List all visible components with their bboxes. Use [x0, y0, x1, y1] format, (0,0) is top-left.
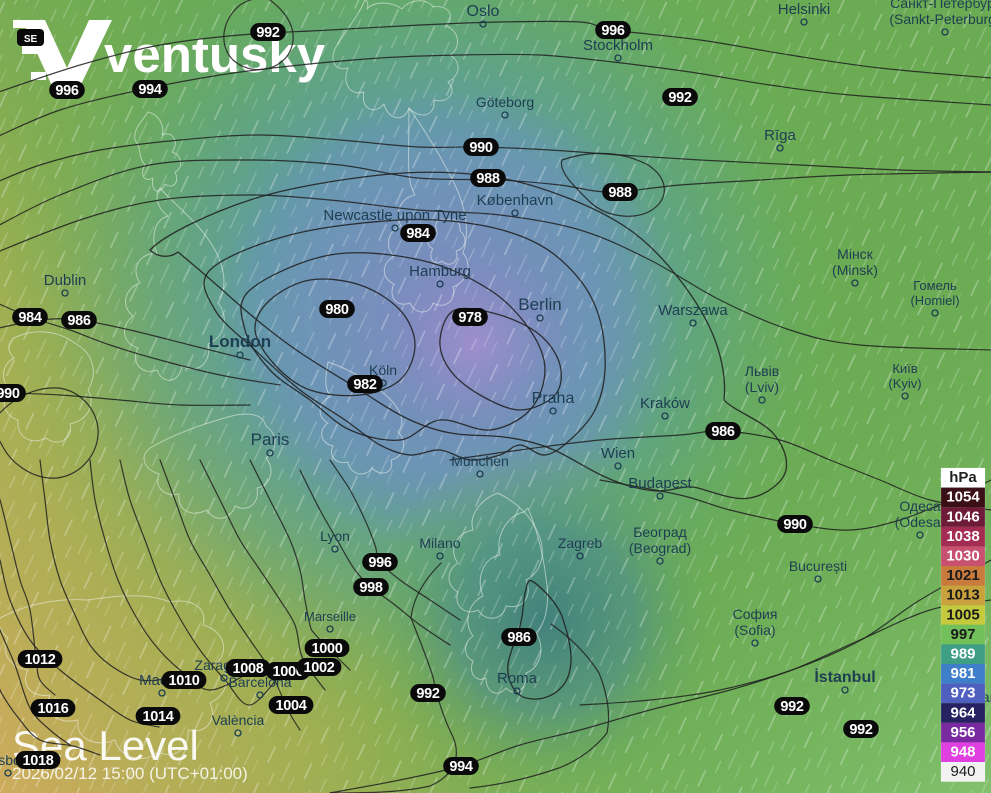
svg-text:940: 940 [950, 763, 975, 780]
svg-text:1013: 1013 [946, 587, 979, 604]
svg-text:SE: SE [24, 34, 38, 45]
svg-text:Berlin: Berlin [518, 295, 561, 314]
svg-text:1018: 1018 [22, 753, 53, 769]
svg-text:İstanbul: İstanbul [814, 668, 875, 686]
svg-text:Wien: Wien [601, 445, 635, 462]
svg-text:996: 996 [368, 555, 392, 571]
svg-text:990: 990 [783, 517, 807, 533]
svg-text:Львів: Львів [745, 363, 779, 379]
svg-text:1014: 1014 [142, 709, 173, 725]
svg-text:990: 990 [0, 386, 20, 402]
svg-text:997: 997 [950, 626, 975, 643]
svg-text:973: 973 [950, 685, 975, 702]
svg-text:Санкт-Петербург: Санкт-Петербург [890, 0, 991, 11]
svg-text:986: 986 [67, 313, 91, 329]
svg-text:London: London [209, 332, 271, 351]
svg-text:964: 964 [950, 704, 976, 721]
svg-text:992: 992 [256, 25, 280, 41]
svg-text:1016: 1016 [37, 701, 68, 717]
svg-text:990: 990 [469, 140, 493, 156]
svg-text:998: 998 [359, 580, 383, 596]
svg-text:(Minsk): (Minsk) [832, 262, 878, 278]
svg-text:hPa: hPa [949, 469, 977, 486]
svg-text:1002: 1002 [303, 660, 334, 676]
svg-text:992: 992 [849, 722, 873, 738]
svg-text:992: 992 [780, 699, 804, 715]
svg-text:1054: 1054 [946, 489, 980, 506]
svg-text:1000: 1000 [311, 641, 342, 657]
svg-text:986: 986 [507, 630, 531, 646]
svg-text:Одеса: Одеса [899, 498, 941, 514]
svg-text:Budapest: Budapest [628, 475, 692, 492]
svg-text:1046: 1046 [946, 508, 979, 525]
svg-text:989: 989 [950, 646, 975, 663]
svg-text:Київ: Київ [892, 361, 917, 376]
svg-text:980: 980 [325, 302, 349, 318]
svg-text:Newcastle upon Tyne: Newcastle upon Tyne [323, 207, 466, 224]
svg-text:994: 994 [138, 82, 162, 98]
svg-text:Београд: Београд [633, 524, 687, 540]
svg-text:984: 984 [406, 226, 430, 242]
svg-text:1012: 1012 [24, 652, 55, 668]
svg-text:Milano: Milano [419, 535, 460, 551]
svg-text:Гомель: Гомель [913, 278, 957, 293]
svg-text:1010: 1010 [168, 673, 199, 689]
svg-text:Helsinki: Helsinki [778, 1, 831, 18]
svg-text:Praha: Praha [532, 390, 575, 407]
svg-text:(Odesa): (Odesa) [895, 514, 946, 530]
svg-text:1030: 1030 [946, 548, 979, 565]
svg-text:1005: 1005 [946, 606, 979, 623]
svg-text:София: София [733, 606, 778, 622]
svg-text:København: København [477, 192, 554, 209]
svg-text:1008: 1008 [232, 661, 263, 677]
svg-text:996: 996 [601, 23, 625, 39]
svg-text:Rīga: Rīga [764, 127, 796, 144]
svg-text:(Sankt-Peterburg): (Sankt-Peterburg) [889, 11, 991, 27]
svg-text:1038: 1038 [946, 528, 979, 545]
svg-text:București: București [789, 558, 847, 574]
svg-text:994: 994 [449, 759, 473, 775]
svg-text:988: 988 [476, 171, 500, 187]
svg-text:Stockholm: Stockholm [583, 37, 653, 54]
svg-text:988: 988 [608, 185, 632, 201]
svg-text:Hamburg: Hamburg [409, 263, 471, 280]
svg-text:978: 978 [458, 310, 482, 326]
svg-text:948: 948 [950, 744, 975, 761]
svg-text:Zagreb: Zagreb [558, 535, 603, 551]
svg-text:956: 956 [950, 724, 975, 741]
svg-text:996: 996 [55, 83, 79, 99]
svg-text:Göteborg: Göteborg [476, 94, 534, 110]
svg-text:Мінск: Мінск [837, 246, 874, 262]
svg-text:Roma: Roma [497, 670, 538, 687]
svg-text:Dublin: Dublin [44, 272, 87, 289]
svg-text:(Kyiv): (Kyiv) [888, 376, 921, 391]
svg-text:Lyon: Lyon [320, 528, 350, 544]
svg-text:1021: 1021 [946, 567, 979, 584]
svg-text:(Sofia): (Sofia) [734, 622, 775, 638]
svg-text:Oslo: Oslo [467, 3, 500, 20]
svg-text:Paris: Paris [251, 430, 290, 449]
svg-text:992: 992 [416, 686, 440, 702]
svg-text:(Homiel): (Homiel) [910, 293, 959, 308]
svg-text:981: 981 [950, 665, 975, 682]
svg-text:1004: 1004 [275, 698, 306, 714]
svg-text:(Lviv): (Lviv) [745, 379, 779, 395]
svg-text:Warszawa: Warszawa [658, 302, 728, 319]
svg-text:992: 992 [668, 90, 692, 106]
svg-text:986: 986 [711, 424, 735, 440]
svg-text:984: 984 [18, 310, 42, 326]
svg-text:(Beograd): (Beograd) [629, 540, 691, 556]
svg-text:València: València [212, 712, 265, 728]
svg-text:Marseille: Marseille [304, 609, 356, 624]
svg-text:München: München [451, 453, 509, 469]
svg-text:982: 982 [353, 377, 377, 393]
svg-text:Kraków: Kraków [640, 395, 690, 412]
